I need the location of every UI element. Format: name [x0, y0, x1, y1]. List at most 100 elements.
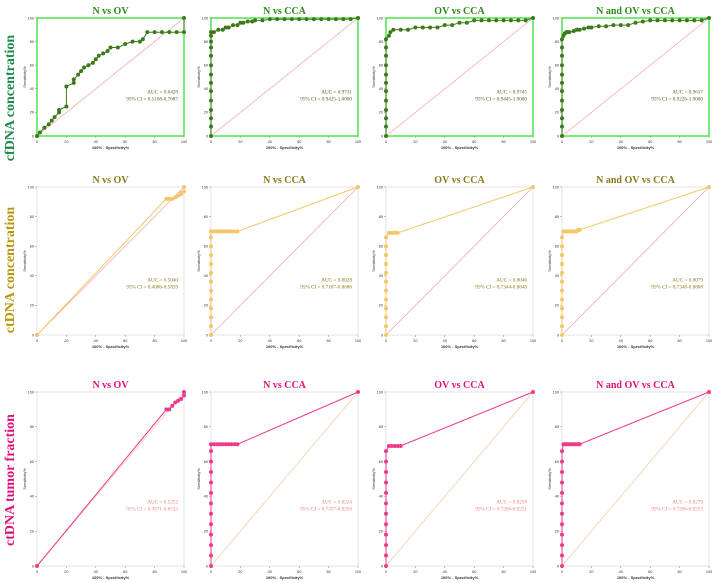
roc-point: [560, 134, 564, 138]
x-axis-title: 100% - Specificity%: [617, 575, 655, 580]
y-tick-label: 0: [32, 333, 34, 337]
x-tick-label: 20: [413, 570, 417, 574]
roc-point: [209, 39, 213, 44]
panel-title: N vs CCA: [263, 175, 307, 186]
plot-frame: [36, 391, 185, 567]
roc-point: [71, 80, 76, 85]
roc-point: [46, 122, 51, 127]
roc-curve-line: [210, 17, 359, 136]
x-tick-label: 80: [677, 339, 681, 343]
roc-point: [516, 18, 521, 23]
y-axis-title: Sensitivity%: [371, 468, 376, 490]
roc-point: [297, 17, 302, 22]
roc-point: [618, 23, 623, 28]
y-tick-label: 60: [555, 460, 559, 464]
roc-point: [209, 45, 213, 50]
y-tick-label: 100: [28, 16, 34, 20]
roc-point: [392, 230, 397, 235]
roc-point: [626, 23, 631, 28]
roc-point: [450, 23, 455, 28]
roc-point: [479, 18, 484, 23]
x-tick-label: 20: [238, 570, 242, 574]
x-axis-title: 100% - Specificity%: [441, 344, 479, 349]
row-label-0: cfDNA concentration: [3, 35, 18, 162]
x-tick-label: 100: [530, 140, 536, 144]
roc-point: [209, 449, 213, 454]
y-tick-label: 60: [204, 64, 208, 68]
reference-diagonal: [385, 17, 534, 137]
roc-point: [384, 564, 388, 568]
roc-point: [182, 393, 186, 398]
roc-point: [531, 185, 535, 189]
y-tick-label: 100: [553, 16, 559, 20]
roc-point: [560, 501, 564, 506]
panel-title: N vs CCA: [263, 380, 307, 391]
y-tick-label: 80: [30, 425, 34, 429]
roc-point: [209, 553, 213, 558]
roc-point: [214, 229, 219, 234]
roc-point: [319, 17, 324, 22]
roc-point: [209, 297, 213, 302]
roc-point: [464, 20, 469, 25]
y-tick-label: 20: [204, 530, 208, 534]
y-tick-label: 0: [206, 333, 208, 337]
y-tick-label: 100: [553, 390, 559, 394]
roc-point: [560, 324, 564, 329]
roc-point: [384, 306, 388, 311]
x-tick-label: 100: [530, 570, 536, 574]
y-tick-label: 40: [379, 87, 383, 91]
roc-point: [648, 18, 653, 23]
roc-point: [494, 18, 499, 23]
y-tick-label: 0: [557, 333, 559, 337]
auc-label: AUC = 0.8259: [496, 499, 527, 505]
roc-point: [90, 60, 95, 65]
x-axis-title: 100% - Specificity%: [441, 145, 479, 150]
roc-point: [235, 229, 240, 234]
roc-point: [209, 30, 213, 35]
roc-point: [384, 511, 388, 516]
ci-label: 95% CI = 0.9226-1.0000: [651, 97, 703, 103]
roc-point: [209, 134, 213, 138]
roc-point: [611, 23, 616, 28]
y-tick-label: 20: [30, 304, 34, 308]
roc-point: [42, 125, 47, 130]
roc-point: [392, 443, 397, 448]
x-tick-label: 40: [94, 339, 98, 343]
roc-point: [428, 25, 433, 30]
roc-point: [182, 390, 186, 394]
roc-point: [52, 115, 57, 120]
y-tick-label: 0: [206, 564, 208, 568]
roc-panel-1-3: N and OV vs CCA 00 20 20 40 40 60 60 80 80 100 100 1…: [547, 175, 712, 349]
y-tick-label: 40: [30, 495, 34, 499]
x-tick-label: 0: [210, 140, 212, 144]
roc-panel-0-1: N vs CCA 00 20 20 40 40 60 60 80 80 100 100 100% - S…: [196, 6, 361, 150]
x-tick-label: 20: [238, 140, 242, 144]
y-tick-label: 60: [379, 64, 383, 68]
y-tick-label: 60: [30, 64, 34, 68]
x-tick-label: 20: [64, 140, 68, 144]
roc-point: [333, 17, 338, 22]
y-tick-label: 20: [379, 304, 383, 308]
roc-point: [220, 229, 225, 234]
x-tick-label: 0: [210, 570, 212, 574]
auc-label: AUC = 0.9617: [672, 90, 703, 96]
x-tick-label: 80: [152, 140, 156, 144]
roc-point: [57, 108, 62, 113]
roc-point: [209, 108, 213, 113]
y-tick-label: 80: [204, 425, 208, 429]
y-tick-label: 20: [379, 111, 383, 115]
roc-point: [560, 490, 564, 495]
x-tick-label: 40: [443, 140, 447, 144]
y-tick-label: 40: [379, 495, 383, 499]
roc-point: [391, 27, 396, 32]
roc-point: [384, 333, 388, 337]
roc-point: [37, 130, 42, 135]
x-tick-label: 0: [561, 570, 563, 574]
x-axis-title: 100% - Specificity%: [92, 145, 130, 150]
roc-point: [82, 65, 87, 70]
roc-point: [209, 116, 213, 121]
y-tick-label: 20: [204, 111, 208, 115]
roc-point: [182, 185, 186, 189]
roc-point: [348, 17, 353, 22]
y-tick-label: 60: [204, 460, 208, 464]
